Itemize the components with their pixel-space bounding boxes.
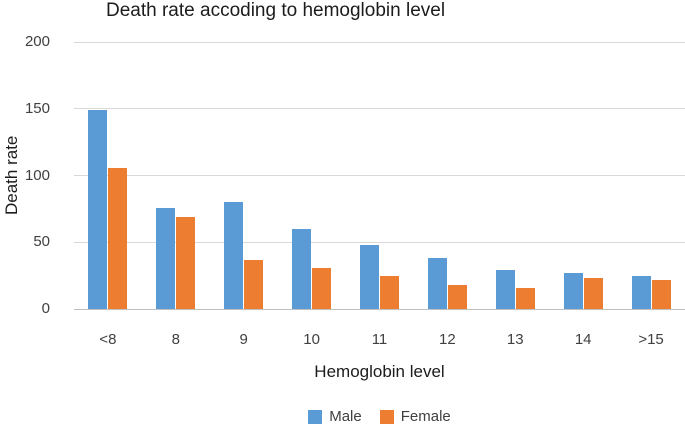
bar-group	[278, 42, 346, 309]
plot-area	[74, 41, 685, 310]
x-axis-line	[74, 308, 685, 310]
x-tick-label: 10	[303, 331, 320, 348]
legend-swatch-female	[379, 409, 394, 424]
bar-male	[292, 228, 312, 309]
bar-female	[312, 267, 332, 309]
y-tick-label: 200	[24, 33, 50, 50]
gridline	[74, 175, 685, 176]
x-tick-label: 8	[171, 331, 180, 348]
y-tick-label: 100	[24, 166, 50, 184]
x-tick-label: 9	[239, 331, 248, 348]
bar-female	[583, 278, 603, 309]
x-tick-label: 13	[506, 331, 524, 348]
bar-group	[74, 42, 142, 309]
legend-item-male: Male	[308, 408, 362, 425]
bar-group	[210, 42, 278, 309]
y-tick-label: 50	[33, 233, 50, 251]
bar-group	[142, 42, 210, 309]
bar-female	[244, 259, 264, 309]
bar-female	[447, 284, 467, 309]
y-axis-labels: 0 50 100 150 200	[0, 34, 50, 317]
bar-male	[563, 272, 583, 309]
y-tick-label: 150	[24, 99, 50, 117]
x-axis-labels: <8 8 9 10 11 12 13 14 >15	[74, 331, 685, 351]
x-tick-label: 11	[371, 331, 388, 348]
x-tick-label: <8	[99, 331, 117, 348]
legend-swatch-male	[308, 409, 323, 424]
legend-label: Male	[329, 408, 362, 425]
x-tick-label: 14	[574, 331, 592, 348]
bar-male	[427, 258, 447, 309]
bar-female	[176, 216, 196, 309]
bar-female	[515, 287, 535, 309]
bar-group	[481, 42, 549, 309]
chart-title: Death rate accoding to hemoglobin level	[106, 0, 446, 21]
bar-male	[156, 207, 176, 309]
bar-male	[631, 275, 651, 309]
legend: Male Female	[74, 408, 685, 425]
bar-female	[651, 279, 671, 309]
bar-female	[379, 275, 399, 309]
gridline	[74, 41, 685, 43]
legend-label: Female	[400, 408, 451, 425]
legend-item-female: Female	[379, 408, 451, 425]
gridline	[74, 241, 685, 243]
y-tick-label: 0	[41, 300, 50, 317]
bar-group	[617, 42, 685, 309]
x-tick-label: 12	[439, 331, 456, 348]
x-axis-title: Hemoglobin level	[314, 362, 445, 381]
bar-group	[346, 42, 414, 309]
bar-male	[224, 202, 244, 309]
bar-group	[413, 42, 481, 309]
bar-female	[108, 167, 128, 309]
bar-male	[359, 244, 379, 309]
gridline	[74, 108, 685, 110]
bar-male	[88, 110, 108, 309]
bar-group	[549, 42, 617, 309]
x-tick-label: >15	[638, 331, 664, 348]
bar-male	[495, 270, 515, 309]
